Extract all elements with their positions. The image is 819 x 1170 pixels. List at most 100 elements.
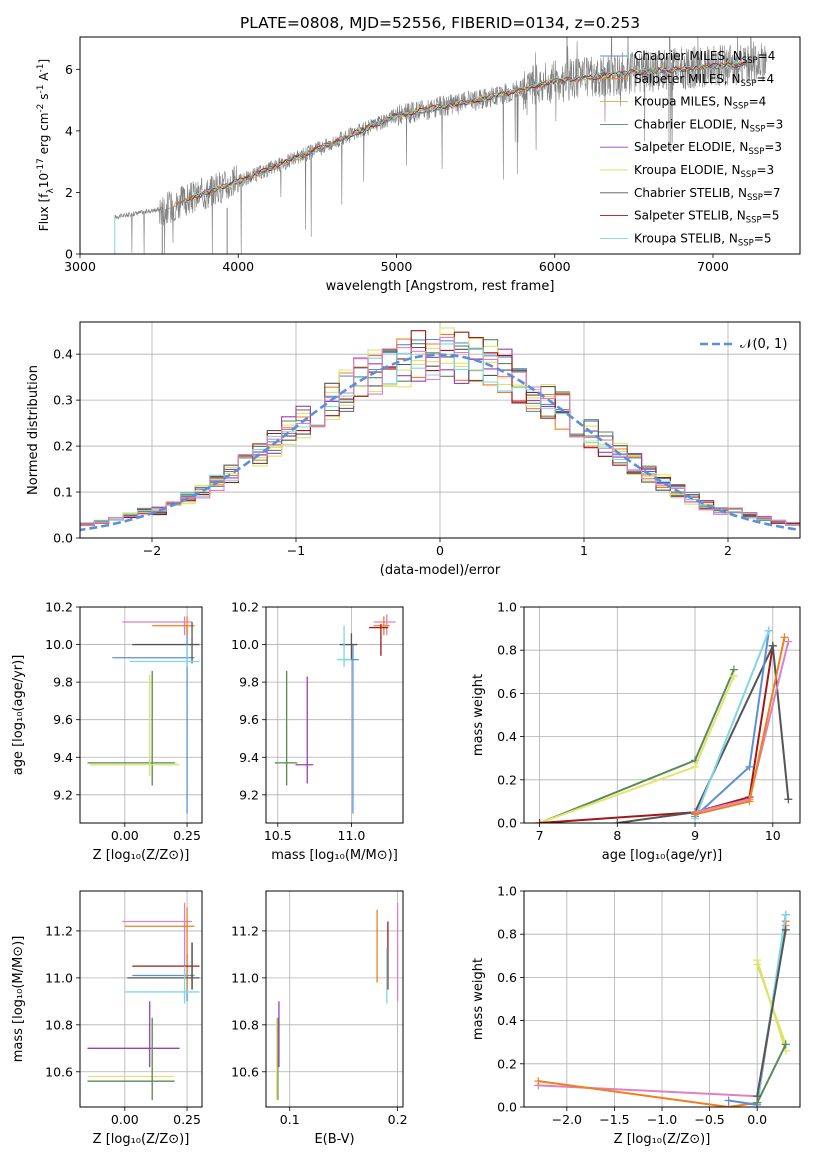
x-tick-label: 2	[724, 543, 732, 558]
weight-marker	[691, 810, 700, 819]
model-line	[185, 62, 745, 202]
spectrum-data	[114, 37, 767, 254]
x-tick-label: 0.1	[280, 1112, 300, 1127]
legend-n: =3	[764, 140, 782, 154]
plot-area	[524, 891, 800, 1107]
legend-sub: SSP	[733, 102, 749, 112]
plot-area	[266, 607, 403, 823]
legend-label: Kroupa MILES, NSSP=4	[634, 95, 766, 112]
x-tick-label: 0.25	[173, 1112, 201, 1127]
x-tick-label: 11.0	[338, 828, 366, 843]
axes-frame	[79, 606, 203, 824]
axes-frame	[523, 606, 801, 824]
y-tick-label: 11.0	[231, 970, 259, 985]
weight-marker	[780, 633, 789, 642]
y-tick-label: 0.8	[497, 927, 517, 942]
x-tick-label: 0.00	[111, 1112, 139, 1127]
weight-marker	[781, 910, 790, 919]
axes-weights-vs-Z: −2.0 −1.5 −1.0 −0.5 0.0 0.0 0.2 0.4 0.6 0.8 1.0 Z […	[471, 884, 801, 1147]
x-axis-label: Z [log₁₀(Z/Z⊙)]	[614, 1132, 711, 1147]
weight-marker	[764, 626, 773, 635]
weight-line	[539, 645, 774, 823]
axes-spectrum: 3000 4000 5000 6000 7000 0 2 4 6 wavelength [Angs…	[36, 36, 801, 294]
axes-weights-vs-age: 7 8 9 10 0.0 0.2 0.4 0.6 0.8 1.0 age [log₁₀(age/yr…	[471, 600, 801, 863]
y-tick-label: 6	[65, 62, 73, 77]
x-axis-label: mass [log₁₀(M/M⊙)]	[271, 848, 398, 863]
label-part: erg cm	[37, 113, 51, 159]
label-part: 10	[37, 173, 51, 188]
plot-area	[80, 891, 202, 1107]
x-tick-label: −1.0	[647, 1112, 677, 1127]
legend-name: Kroupa ELODIE, N	[634, 163, 741, 177]
y-tick-label: 10.2	[231, 600, 259, 615]
x-tick-label: 9	[691, 828, 699, 843]
plot-area	[266, 891, 403, 1107]
legend-name: Salpeter STELIB, N	[634, 209, 746, 223]
axes-age-vs-Z: 0.00 0.25 9.2 9.4 9.6 9.8 10.0 10.2 Z [log₁₀(Z/Z…	[11, 600, 203, 863]
model-line	[192, 60, 743, 199]
axes-frame	[79, 890, 203, 1108]
x-tick-label: 0.0	[747, 1112, 767, 1127]
y-tick-label: 10.8	[231, 1017, 259, 1032]
x-tick-label: 10.5	[264, 828, 292, 843]
x-axis-label: (data-model)/error	[380, 563, 501, 578]
y-tick-label: 11.2	[231, 923, 259, 938]
legend-sub: SSP	[747, 193, 763, 203]
plot-area	[114, 37, 767, 254]
label-part: -1	[36, 85, 46, 94]
weight-marker	[729, 672, 738, 681]
y-tick-label: 0.3	[53, 393, 73, 408]
x-axis-label: age [log₁₀(age/yr)]	[602, 848, 723, 863]
y-tick-label: 10.2	[45, 600, 73, 615]
legend-n: =4	[756, 72, 774, 86]
x-tick-label: −1	[287, 543, 305, 558]
y-tick-label: 9.2	[239, 787, 259, 802]
weight-line	[756, 929, 787, 1097]
x-tick-label: −0.5	[694, 1112, 724, 1127]
x-axis-label: Z [log₁₀(Z/Z⊙)]	[93, 1132, 190, 1147]
x-axis-label: E(B-V)	[314, 1132, 354, 1147]
legend-label: 𝒩(0, 1)	[740, 337, 787, 352]
legend-name: Kroupa MILES, N	[634, 95, 733, 109]
axes-frame	[265, 606, 404, 824]
x-tick-label: 6000	[539, 259, 571, 274]
label-part: -2	[36, 104, 46, 113]
y-tick-label: 10.6	[45, 1064, 73, 1079]
x-tick-label: 0	[436, 543, 444, 558]
y-tick-label: 10.0	[231, 637, 259, 652]
normal-curve	[80, 353, 800, 532]
weight-marker	[781, 925, 790, 934]
plot-area	[80, 607, 202, 823]
legend-label: Salpeter MILES, NSSP=4	[634, 72, 774, 89]
legend-label: Chabrier STELIB, NSSP=7	[634, 186, 781, 203]
label-part: -1	[36, 64, 46, 73]
y-tick-label: 9.8	[239, 675, 259, 690]
y-tick-label: 0.2	[497, 1056, 517, 1071]
x-tick-label: 0.00	[111, 828, 139, 843]
label-part: A	[37, 72, 51, 85]
y-tick-label: 0.2	[53, 439, 73, 454]
y-tick-label: 0.6	[497, 686, 517, 701]
y-tick-label: 9.2	[53, 787, 73, 802]
y-tick-label: 9.8	[53, 675, 73, 690]
weight-line	[617, 642, 790, 823]
legend-name: Salpeter MILES, N	[634, 72, 741, 86]
y-tick-label: 9.6	[53, 712, 73, 727]
legend-label: Chabrier ELODIE, NSSP=3	[634, 117, 783, 134]
weight-marker	[691, 762, 700, 771]
x-tick-label: 0.25	[173, 828, 201, 843]
x-tick-label: 4000	[222, 259, 254, 274]
weight-marker	[613, 819, 622, 823]
label-part: ]	[37, 59, 51, 64]
weight-marker	[768, 641, 777, 650]
model-line	[182, 61, 745, 203]
x-tick-label: 5000	[381, 259, 413, 274]
label-part: Flux [f	[37, 193, 51, 231]
legend-sub: SSP	[741, 79, 757, 89]
y-axis-label: mass weight	[471, 674, 486, 756]
axes-age-vs-mass: 10.5 11.0 9.2 9.4 9.6 9.8 10.0 10.2 mass [log₁₀(…	[231, 600, 404, 863]
y-tick-label: 0.0	[53, 531, 73, 546]
legend-label: Chabrier MILES, NSSP=4	[634, 49, 775, 66]
